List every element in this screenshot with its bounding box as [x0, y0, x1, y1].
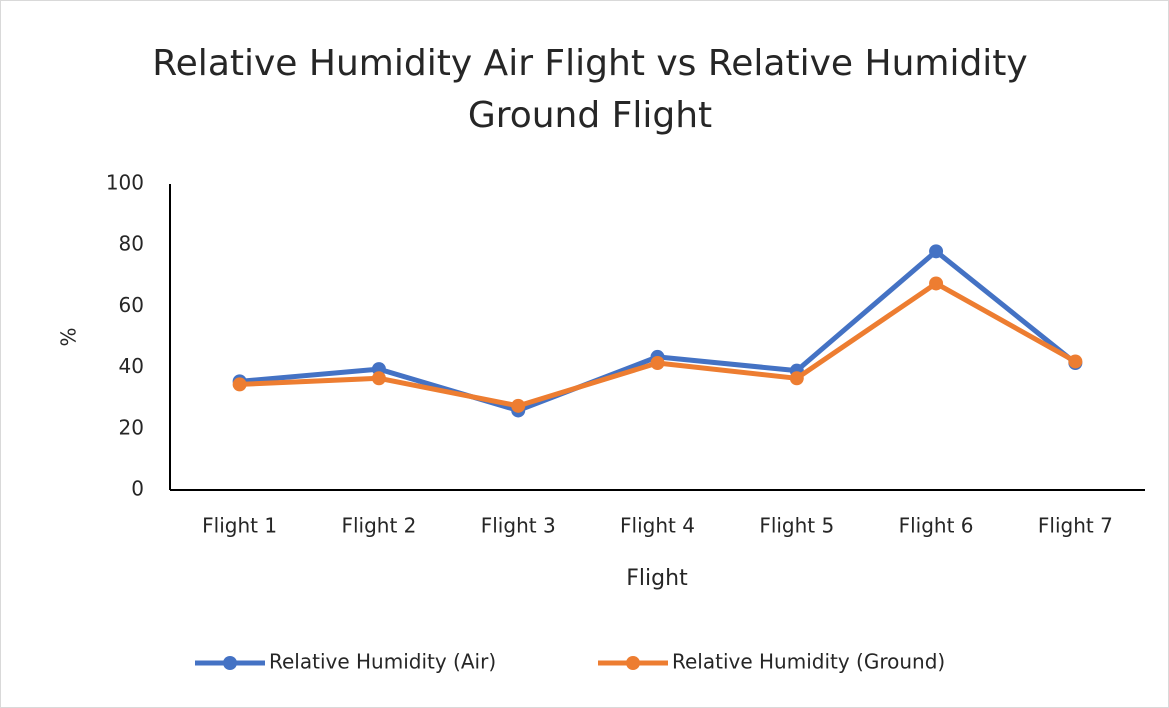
- y-axis-label: %: [57, 327, 81, 346]
- series-line: [239, 248, 1077, 413]
- x-tick-label: Flight 4: [620, 514, 695, 538]
- x-tick-label: Flight 7: [1038, 514, 1113, 538]
- x-tick-label: Flight 2: [341, 514, 416, 538]
- x-tick-label: Flight 1: [202, 514, 277, 538]
- legend-label: Relative Humidity (Ground): [672, 650, 945, 674]
- data-point: [371, 371, 386, 386]
- x-tick-label: Flight 5: [759, 514, 834, 538]
- y-tick-label: 100: [106, 171, 144, 195]
- y-tick-label: 0: [131, 477, 144, 501]
- legend-label: Relative Humidity (Air): [269, 650, 496, 674]
- series-line: [239, 280, 1077, 409]
- data-point: [929, 276, 944, 291]
- legend-marker: [626, 656, 640, 670]
- data-point: [650, 356, 665, 371]
- y-tick-label: 20: [119, 415, 144, 439]
- data-point: [789, 371, 804, 386]
- x-axis-label: Flight: [626, 566, 688, 591]
- legend-marker: [223, 656, 237, 670]
- data-point: [511, 398, 526, 413]
- data-point: [232, 377, 247, 392]
- data-point: [929, 244, 944, 259]
- y-tick-label: 40: [119, 354, 144, 378]
- y-tick-label: 60: [119, 293, 144, 317]
- x-tick-label: Flight 6: [899, 514, 974, 538]
- y-tick-label: 80: [119, 232, 144, 256]
- chart-title: Relative Humidity Air Flight vs Relative…: [152, 43, 1028, 136]
- data-point: [1068, 354, 1083, 369]
- x-tick-label: Flight 3: [481, 514, 556, 538]
